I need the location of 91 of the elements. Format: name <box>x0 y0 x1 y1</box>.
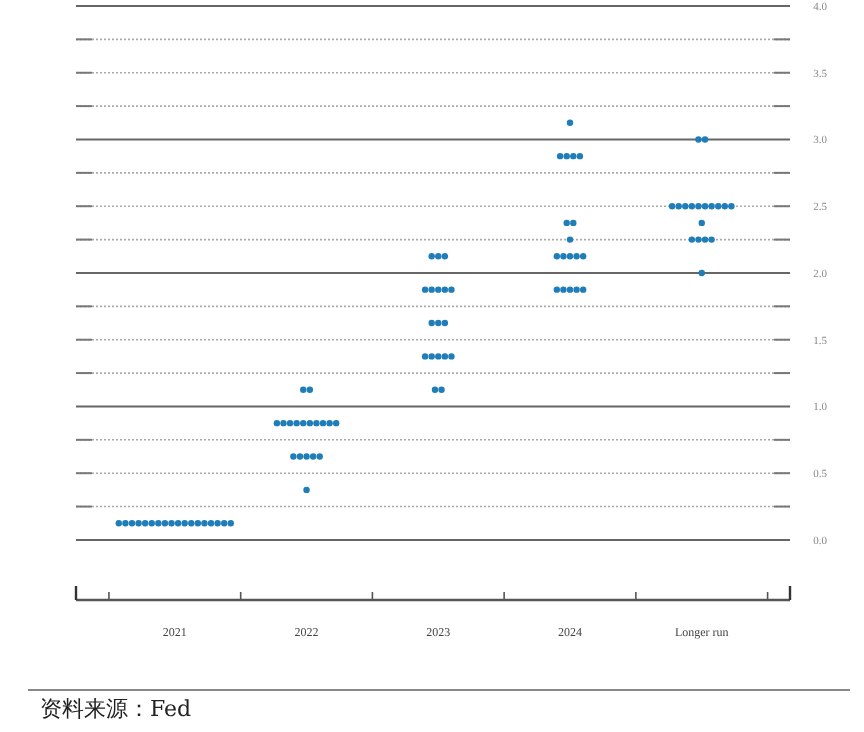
point <box>441 353 449 360</box>
point <box>303 453 310 460</box>
point <box>221 520 228 527</box>
point <box>309 453 317 460</box>
point <box>701 136 709 143</box>
point <box>441 253 449 260</box>
point <box>728 203 735 210</box>
point <box>701 203 709 210</box>
point <box>688 236 696 243</box>
point <box>566 253 574 260</box>
point <box>161 520 169 527</box>
point <box>715 203 722 210</box>
point <box>435 319 442 327</box>
point <box>319 419 327 427</box>
point <box>698 219 705 227</box>
point <box>290 453 297 460</box>
point <box>435 286 442 293</box>
point <box>273 419 281 427</box>
point <box>708 203 715 210</box>
point <box>570 152 577 160</box>
point <box>579 286 587 293</box>
point <box>563 219 570 227</box>
point <box>701 236 709 243</box>
point <box>148 520 155 527</box>
point <box>428 286 435 293</box>
point <box>168 520 175 527</box>
point <box>286 419 294 427</box>
point <box>560 286 567 293</box>
point <box>441 319 449 327</box>
point <box>428 319 435 327</box>
point <box>435 253 442 260</box>
point <box>566 236 574 243</box>
point <box>556 152 564 160</box>
point <box>303 486 310 494</box>
point <box>313 419 320 427</box>
point <box>560 253 567 260</box>
point <box>576 152 584 160</box>
point <box>201 520 208 527</box>
point <box>573 286 580 293</box>
point <box>293 419 300 427</box>
point <box>174 520 182 527</box>
point <box>441 286 449 293</box>
point <box>448 353 455 360</box>
point <box>332 419 340 427</box>
point <box>296 453 304 460</box>
point <box>135 520 142 527</box>
point <box>570 219 577 227</box>
point <box>721 203 728 210</box>
point <box>316 453 323 460</box>
point <box>428 353 435 360</box>
point <box>563 152 570 160</box>
point <box>122 520 129 527</box>
point <box>300 386 307 393</box>
point <box>682 203 689 210</box>
point <box>695 136 702 143</box>
point <box>698 269 705 277</box>
point <box>566 119 574 126</box>
point <box>675 203 682 210</box>
point <box>553 253 561 260</box>
point <box>695 203 702 210</box>
point <box>695 236 702 243</box>
point <box>566 286 574 293</box>
point <box>688 203 696 210</box>
point <box>128 520 136 527</box>
point <box>668 203 676 210</box>
point <box>300 419 307 427</box>
point <box>421 353 429 360</box>
point <box>421 286 429 293</box>
point <box>708 236 715 243</box>
point <box>214 520 221 527</box>
point <box>155 520 162 527</box>
point <box>428 253 435 260</box>
point <box>579 253 587 260</box>
point <box>553 286 561 293</box>
point <box>280 419 287 427</box>
point <box>188 520 195 527</box>
point <box>435 353 442 360</box>
text: 资料来源：Fed <box>40 696 192 722</box>
point <box>306 386 314 393</box>
point <box>141 520 149 527</box>
point <box>181 520 188 527</box>
point <box>448 286 455 293</box>
point <box>306 419 314 427</box>
point <box>194 520 202 527</box>
point <box>227 520 234 527</box>
point <box>115 520 123 527</box>
point <box>326 419 333 427</box>
point <box>431 386 439 393</box>
point <box>207 520 215 527</box>
point <box>438 386 445 393</box>
point <box>573 253 580 260</box>
